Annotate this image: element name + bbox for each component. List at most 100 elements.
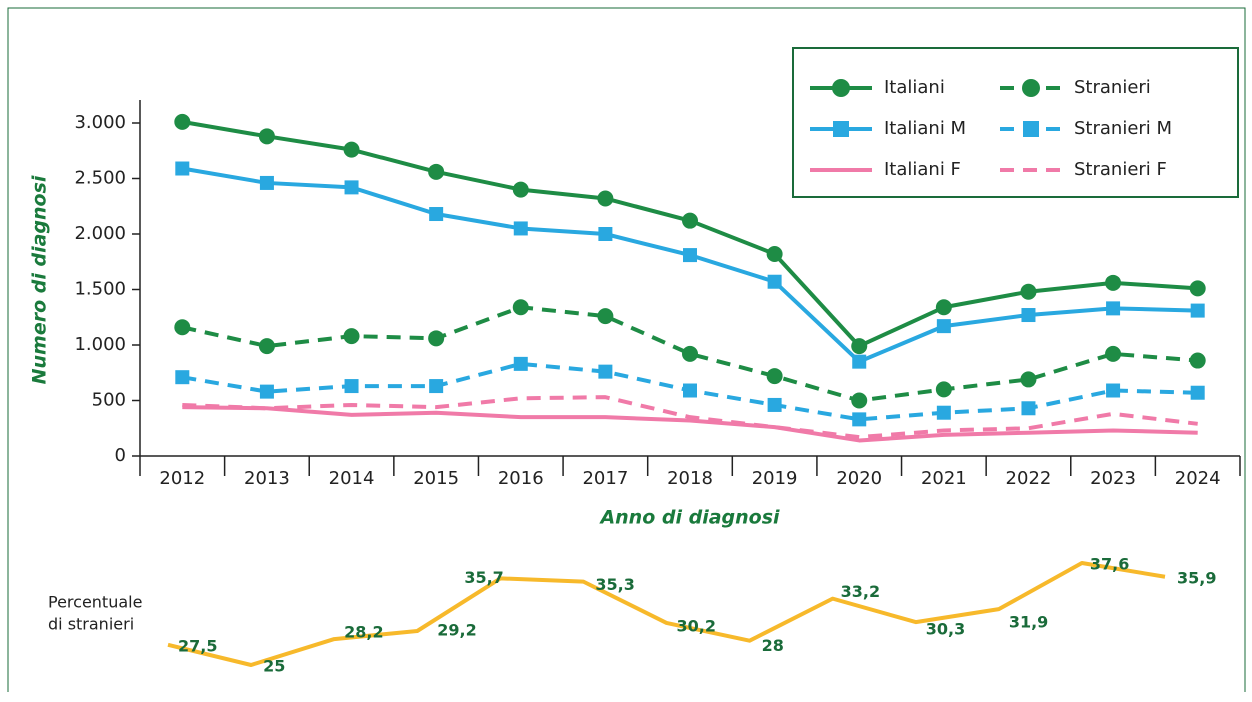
marker — [1020, 283, 1037, 300]
legend — [792, 47, 1239, 198]
marker — [343, 328, 360, 345]
x-tick-label: 2015 — [413, 468, 459, 489]
marker — [766, 245, 783, 262]
marker — [259, 384, 274, 399]
percent-label: di stranieri — [48, 615, 134, 634]
x-tick-label: 2024 — [1175, 468, 1221, 489]
marker — [598, 227, 613, 241]
x-tick-label: 2019 — [752, 468, 798, 489]
marker — [429, 379, 444, 394]
legend-label: Stranieri F — [1074, 159, 1167, 180]
marker — [683, 248, 697, 263]
marker — [683, 383, 697, 398]
x-tick-label: 2014 — [329, 468, 375, 489]
legend-label: Stranieri M — [1074, 118, 1172, 139]
marker — [513, 221, 528, 236]
marker — [598, 364, 613, 379]
marker — [1189, 280, 1206, 297]
series-line — [182, 395, 1198, 440]
value-label: 31,9 — [1009, 613, 1048, 632]
value-label: 28 — [762, 636, 784, 655]
y-tick-label: 500 — [92, 390, 126, 411]
legend-label: Italiani — [884, 77, 945, 98]
marker — [1023, 121, 1039, 137]
value-label: 33,2 — [841, 582, 880, 601]
marker — [344, 180, 359, 195]
marker — [1105, 274, 1122, 291]
marker — [1106, 383, 1121, 398]
x-tick-label: 2012 — [159, 468, 205, 489]
value-label: 30,2 — [677, 616, 716, 635]
marker — [936, 405, 951, 420]
value-label: 35,3 — [595, 575, 634, 594]
x-tick-label: 2017 — [582, 468, 628, 489]
value-label: 27,5 — [178, 636, 217, 655]
marker — [258, 338, 275, 355]
x-tick-label: 2023 — [1090, 468, 1136, 489]
marker — [428, 163, 445, 180]
marker — [682, 212, 698, 229]
value-label: 30,3 — [926, 620, 965, 639]
marker — [851, 338, 868, 355]
marker — [1021, 401, 1036, 416]
legend-label: Stranieri — [1074, 77, 1151, 98]
marker — [1189, 352, 1206, 369]
y-tick-label: 0 — [115, 445, 126, 466]
value-label: 25 — [263, 657, 285, 676]
percent-line — [167, 561, 1166, 667]
marker — [1020, 371, 1037, 388]
marker — [1022, 79, 1040, 97]
marker — [597, 308, 614, 325]
value-label: 35,7 — [464, 568, 503, 587]
y-tick-label: 2.500 — [74, 168, 126, 189]
marker — [513, 356, 528, 371]
marker — [175, 161, 190, 176]
marker — [1190, 385, 1205, 400]
x-tick-label: 2016 — [498, 468, 544, 489]
value-label: 28,2 — [344, 623, 383, 642]
marker — [1021, 308, 1036, 323]
y-tick-label: 1.000 — [74, 334, 126, 355]
frame — [7, 7, 1246, 692]
marker — [766, 368, 783, 385]
value-label: 29,2 — [437, 621, 476, 640]
marker — [852, 412, 867, 427]
marker — [512, 299, 529, 316]
marker — [258, 128, 275, 145]
series-line — [182, 405, 1198, 443]
percent-label: Percentuale — [48, 593, 142, 612]
marker — [935, 299, 952, 316]
x-tick-label: 2013 — [244, 468, 290, 489]
marker — [512, 181, 529, 198]
y-axis-title: Numero di diagnosi — [29, 175, 51, 384]
value-label: 37,6 — [1090, 555, 1129, 574]
marker — [429, 207, 444, 222]
marker — [682, 345, 698, 362]
marker — [428, 330, 445, 347]
marker — [174, 319, 191, 336]
marker — [767, 274, 782, 289]
marker — [174, 113, 191, 130]
legend-label: Italiani F — [884, 159, 961, 180]
marker — [1190, 303, 1205, 318]
marker — [852, 354, 867, 369]
marker — [851, 392, 868, 409]
marker — [175, 370, 190, 385]
marker — [344, 379, 359, 394]
legend-label: Italiani M — [884, 118, 966, 139]
x-tick-label: 2018 — [667, 468, 713, 489]
marker — [832, 79, 850, 97]
marker — [767, 397, 782, 412]
y-tick-label: 3.000 — [74, 112, 126, 133]
marker — [936, 319, 951, 334]
marker — [259, 175, 274, 190]
x-tick-label: 2022 — [1006, 468, 1052, 489]
value-label: 35,9 — [1177, 568, 1216, 587]
marker — [597, 190, 614, 207]
x-tick-label: 2021 — [921, 468, 967, 489]
marker — [935, 381, 952, 398]
x-tick-label: 2020 — [836, 468, 882, 489]
marker — [343, 141, 360, 158]
